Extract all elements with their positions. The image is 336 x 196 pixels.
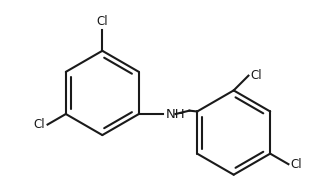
Text: Cl: Cl xyxy=(96,15,108,28)
Text: Cl: Cl xyxy=(34,118,45,131)
Text: NH: NH xyxy=(166,108,186,121)
Text: Cl: Cl xyxy=(251,69,262,82)
Text: Cl: Cl xyxy=(291,158,302,171)
